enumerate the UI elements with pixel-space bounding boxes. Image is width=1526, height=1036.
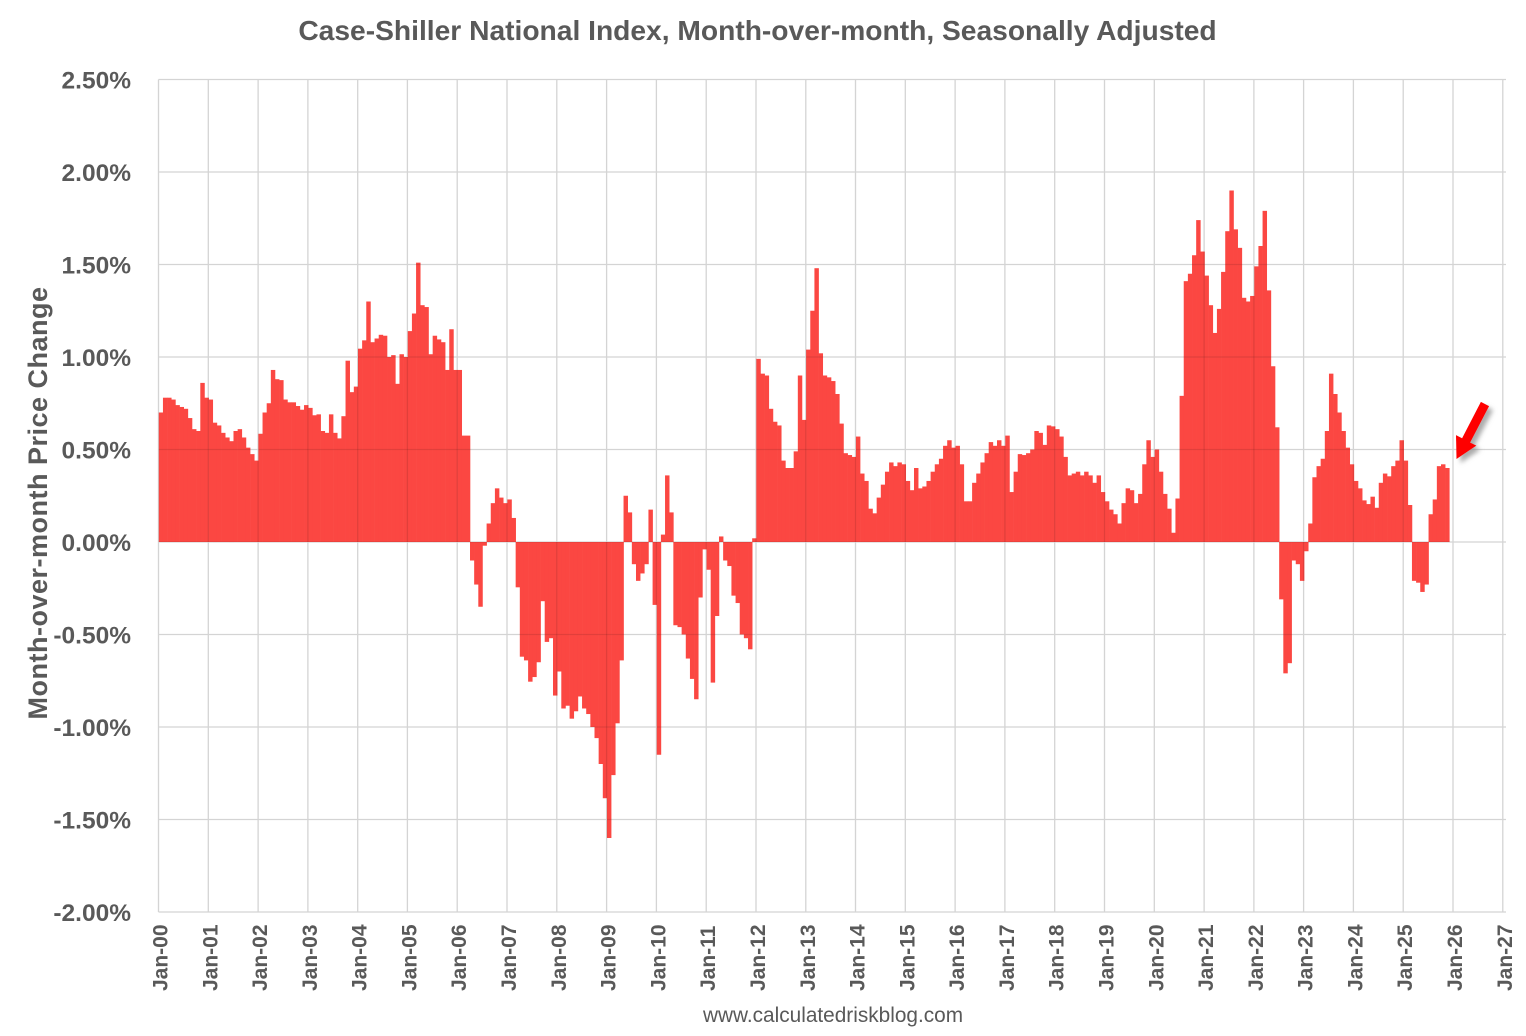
svg-text:-2.00%: -2.00% — [53, 900, 131, 927]
svg-text:Jan-16: Jan-16 — [946, 924, 969, 991]
svg-text:2.00%: 2.00% — [62, 160, 132, 187]
svg-text:Jan-05: Jan-05 — [398, 924, 421, 991]
svg-text:Jan-17: Jan-17 — [996, 924, 1019, 991]
svg-text:Month-over-month Price Change: Month-over-month Price Change — [23, 286, 53, 719]
svg-text:Jan-26: Jan-26 — [1444, 924, 1467, 991]
svg-text:Jan-11: Jan-11 — [697, 925, 720, 991]
svg-text:Jan-12: Jan-12 — [747, 924, 770, 991]
svg-text:-1.00%: -1.00% — [53, 715, 131, 742]
svg-text:-1.50%: -1.50% — [53, 808, 131, 835]
svg-text:Jan-15: Jan-15 — [896, 924, 919, 991]
svg-text:0.00%: 0.00% — [62, 530, 132, 557]
svg-text:Jan-04: Jan-04 — [349, 924, 372, 991]
svg-text:Jan-02: Jan-02 — [249, 924, 272, 991]
svg-text:Jan-14: Jan-14 — [847, 924, 870, 991]
svg-text:Jan-21: Jan-21 — [1195, 924, 1218, 991]
svg-text:Jan-06: Jan-06 — [448, 924, 471, 991]
svg-text:Jan-20: Jan-20 — [1145, 924, 1168, 991]
svg-text:Jan-09: Jan-09 — [598, 924, 621, 991]
svg-text:Jan-19: Jan-19 — [1096, 924, 1119, 991]
svg-text:2.50%: 2.50% — [62, 68, 132, 95]
svg-text:www.calculatedriskblog.com: www.calculatedriskblog.com — [702, 1004, 963, 1027]
svg-text:Jan-10: Jan-10 — [647, 924, 670, 991]
svg-text:0.50%: 0.50% — [62, 438, 132, 465]
svg-text:Jan-08: Jan-08 — [548, 924, 571, 991]
svg-text:Jan-01: Jan-01 — [199, 924, 222, 991]
svg-text:Jan-07: Jan-07 — [498, 924, 521, 991]
svg-text:Jan-22: Jan-22 — [1245, 924, 1268, 991]
svg-text:Jan-25: Jan-25 — [1394, 924, 1417, 991]
svg-text:Jan-23: Jan-23 — [1295, 924, 1318, 991]
svg-text:Case-Shiller National Index, M: Case-Shiller National Index, Month-over-… — [298, 14, 1216, 46]
svg-text:Jan-00: Jan-00 — [150, 924, 173, 991]
svg-text:1.00%: 1.00% — [62, 345, 132, 372]
svg-text:-0.50%: -0.50% — [53, 623, 131, 650]
svg-text:Jan-27: Jan-27 — [1494, 924, 1517, 991]
svg-text:1.50%: 1.50% — [62, 253, 132, 280]
svg-text:Jan-13: Jan-13 — [797, 924, 820, 991]
svg-text:Jan-24: Jan-24 — [1344, 924, 1367, 991]
svg-text:Jan-18: Jan-18 — [1046, 924, 1069, 991]
svg-text:Jan-03: Jan-03 — [299, 924, 322, 991]
